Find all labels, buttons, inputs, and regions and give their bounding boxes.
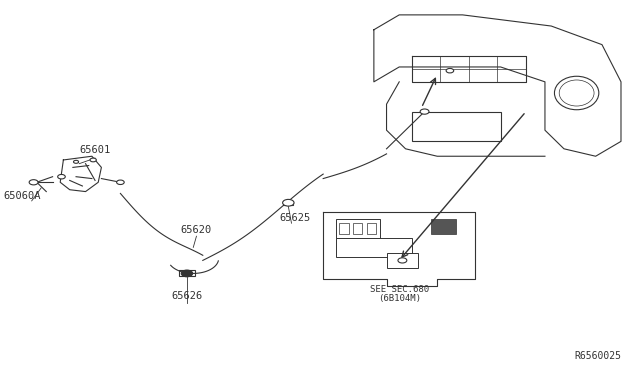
Bar (367, 223, 376, 234)
Bar (412, 112, 500, 141)
Text: 65620: 65620 (181, 224, 212, 234)
Circle shape (116, 180, 124, 185)
Bar (179, 270, 195, 276)
Text: SEE SEC.680: SEE SEC.680 (370, 285, 429, 294)
Text: R6560025: R6560025 (574, 351, 621, 361)
Circle shape (58, 174, 65, 179)
Text: 65625: 65625 (279, 213, 310, 223)
Bar (431, 219, 456, 234)
Text: 65060A: 65060A (3, 191, 41, 201)
Ellipse shape (559, 80, 594, 106)
Bar (336, 219, 380, 238)
Text: (6B104M): (6B104M) (378, 294, 420, 303)
Bar (353, 223, 362, 234)
Bar (284, 201, 293, 205)
Circle shape (420, 109, 429, 114)
Bar (336, 238, 412, 257)
Bar (387, 253, 418, 268)
Text: 65626: 65626 (172, 291, 203, 301)
Ellipse shape (554, 76, 599, 110)
Circle shape (90, 158, 97, 162)
Circle shape (29, 180, 38, 185)
Circle shape (181, 270, 193, 277)
Circle shape (446, 68, 454, 73)
Text: 65601: 65601 (79, 144, 111, 154)
Circle shape (74, 160, 79, 163)
Bar (339, 223, 349, 234)
Circle shape (398, 258, 407, 263)
Circle shape (283, 199, 294, 206)
